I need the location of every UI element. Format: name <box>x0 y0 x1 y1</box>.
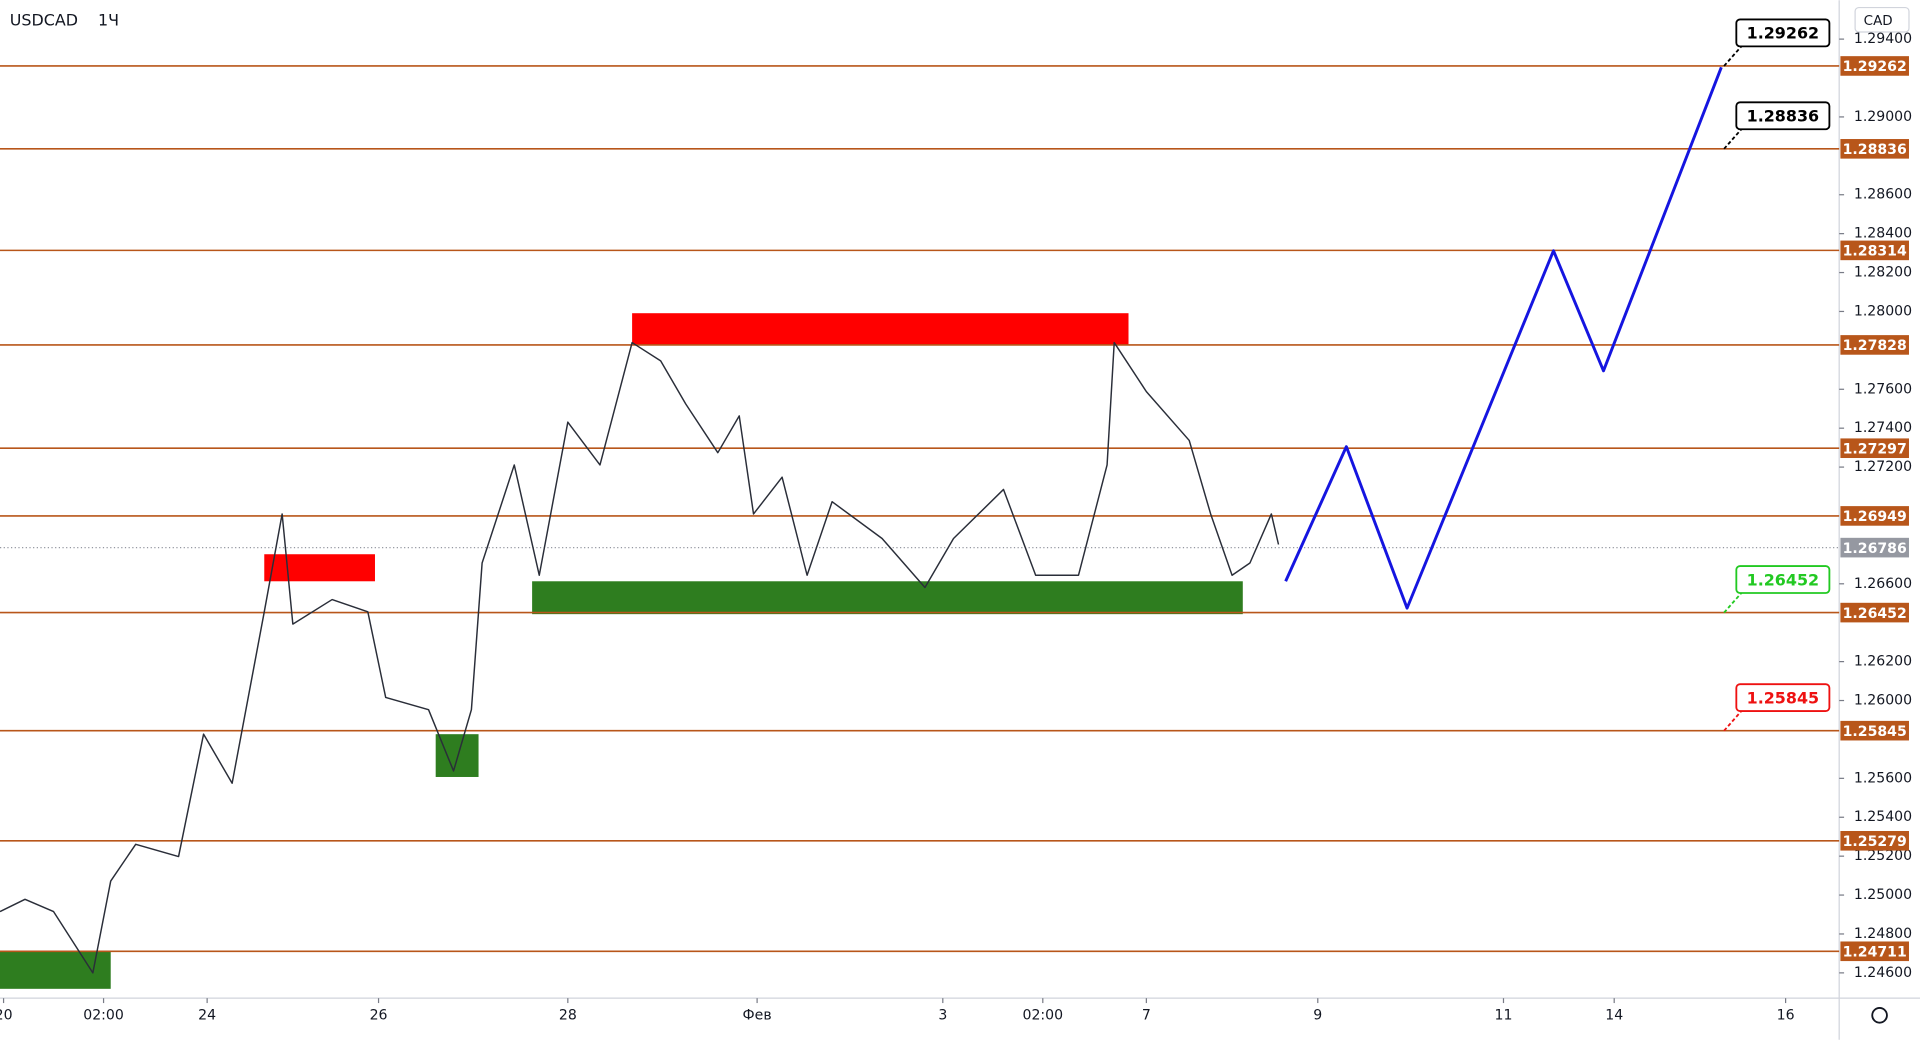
y-tick-label: 1.24800 <box>1854 926 1912 942</box>
currency[interactable]: CAD <box>1864 14 1893 29</box>
level-label-bg <box>1840 602 1909 623</box>
y-tick-label: 1.26200 <box>1854 654 1912 670</box>
symbol: USDCAD <box>10 11 78 30</box>
callout-label: 1.28836 <box>1747 106 1819 125</box>
y-tick-label: 1.28000 <box>1854 303 1912 319</box>
currency-button[interactable] <box>1854 6 1910 33</box>
x-tick-label: 9 <box>1313 1007 1322 1023</box>
price-line <box>0 341 1280 974</box>
callout-label: 1.25845 <box>1747 688 1819 707</box>
callout-pointer <box>1723 591 1744 614</box>
x-tick-label: 3 <box>938 1007 947 1023</box>
x-tick-label: 14 <box>1605 1007 1623 1023</box>
callout-box <box>1735 683 1831 713</box>
zone <box>264 554 375 582</box>
callout-label: 1.29262 <box>1747 24 1819 43</box>
level-label: 1.26452 <box>1843 606 1907 622</box>
y-tick-label: 1.28600 <box>1854 187 1912 203</box>
x-tick-label: 26 <box>370 1007 388 1023</box>
y-tick-label: 1.27200 <box>1854 459 1912 475</box>
x-tick-label: 16 <box>1777 1007 1795 1023</box>
y-tick-label: 1.29000 <box>1854 109 1912 125</box>
x-tick-label: 20 <box>0 1007 13 1023</box>
level-label: 1.28314 <box>1843 244 1907 260</box>
y-tick-label: 1.24600 <box>1854 965 1912 981</box>
current-price-bg <box>1840 537 1909 558</box>
zone <box>435 734 479 777</box>
x-tick-label: 24 <box>198 1007 216 1023</box>
x-tick-label: 7 <box>1142 1007 1151 1023</box>
callout-pointer <box>1723 44 1744 67</box>
plot <box>0 65 1840 989</box>
interval[interactable]: 1Ч <box>98 11 119 30</box>
level-label-bg <box>1840 941 1909 962</box>
y-tick-label: 1.26000 <box>1854 693 1912 709</box>
x-tick-label: 02:00 <box>1023 1007 1064 1023</box>
level-label-bg <box>1840 506 1909 526</box>
level-label: 1.24711 <box>1843 945 1907 961</box>
y-tick-label: 1.25200 <box>1854 848 1912 864</box>
level-label: 1.27297 <box>1843 441 1907 457</box>
x-tick-label: 28 <box>559 1007 577 1023</box>
level-label-bg <box>1840 720 1909 741</box>
level-label: 1.29262 <box>1843 59 1907 75</box>
level-label: 1.26949 <box>1843 509 1907 525</box>
x-tick-label: 02:00 <box>83 1007 124 1023</box>
y-tick-label: 1.27400 <box>1854 420 1912 436</box>
y-tick-label: 1.28200 <box>1854 265 1912 281</box>
y-tick-label: 1.25400 <box>1854 809 1912 825</box>
y-tick-label: 1.28400 <box>1854 226 1912 242</box>
callout-box <box>1735 18 1831 48</box>
x-tick-label: Фев <box>743 1007 772 1023</box>
level-label-bg <box>1840 335 1909 355</box>
level-label-bg <box>1840 139 1909 159</box>
callout-label: 1.26452 <box>1747 570 1819 589</box>
callout-pointer <box>1723 127 1744 150</box>
zone <box>532 581 1243 615</box>
level-label-bg <box>1840 240 1909 261</box>
level-label: 1.25279 <box>1843 834 1907 850</box>
level-label-bg <box>1840 830 1909 851</box>
level-label-bg <box>1840 56 1909 76</box>
level-label-bg <box>1840 438 1909 459</box>
y-tick-label: 1.27600 <box>1854 381 1912 397</box>
y-tick-label: 1.25000 <box>1854 887 1912 903</box>
callout-pointer <box>1723 709 1744 732</box>
x-tick-label: 11 <box>1495 1007 1513 1023</box>
level-label: 1.27828 <box>1843 338 1907 354</box>
current-price-label: 1.26786 <box>1843 541 1907 557</box>
zone <box>632 313 1129 345</box>
settings-icon[interactable] <box>1871 1007 1888 1024</box>
level-label: 1.28836 <box>1843 142 1907 158</box>
callout-box <box>1735 565 1831 594</box>
y-tick-label: 1.29400 <box>1854 31 1912 47</box>
y-tick-label: 1.25600 <box>1854 770 1912 786</box>
projection-path <box>1284 66 1723 610</box>
callout-box <box>1735 101 1831 131</box>
y-tick-label: 1.26600 <box>1854 576 1912 592</box>
level-label: 1.25845 <box>1843 724 1907 740</box>
zone <box>0 950 111 989</box>
